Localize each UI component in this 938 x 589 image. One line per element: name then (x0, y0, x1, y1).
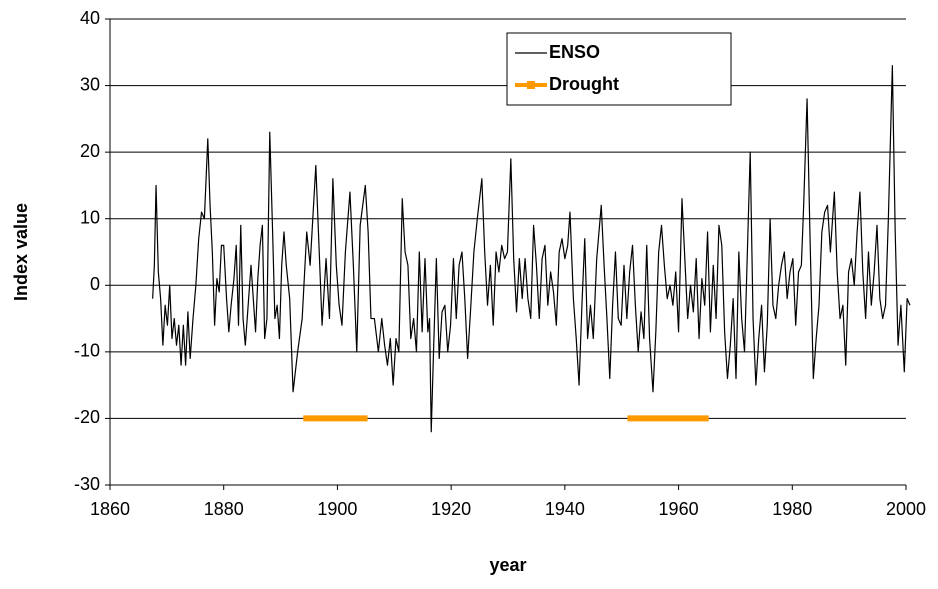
y-tick-label: -10 (74, 341, 100, 361)
y-tick-label: -20 (74, 407, 100, 427)
x-tick-label: 2000 (886, 499, 926, 519)
series-line (152, 65, 911, 433)
y-tick-label: 0 (90, 274, 100, 294)
x-axis-label: year (489, 555, 526, 575)
y-tick-label: 10 (80, 207, 100, 227)
legend-label: ENSO (549, 42, 600, 62)
legend-label: Drought (549, 74, 619, 94)
x-tick-label: 1920 (431, 499, 471, 519)
y-axis-label: Index value (11, 203, 31, 301)
x-tick-label: 1960 (659, 499, 699, 519)
x-tick-label: 1900 (317, 499, 357, 519)
legend-marker (527, 81, 535, 89)
legend-box (506, 32, 732, 106)
y-tick-label: 20 (80, 141, 100, 161)
y-tick-label: -30 (74, 474, 100, 494)
x-tick-label: 1860 (90, 499, 130, 519)
x-tick-label: 1940 (545, 499, 585, 519)
x-tick-label: 1880 (204, 499, 244, 519)
y-tick-label: 30 (80, 74, 100, 94)
y-tick-label: 40 (80, 8, 100, 28)
x-tick-label: 1980 (772, 499, 812, 519)
